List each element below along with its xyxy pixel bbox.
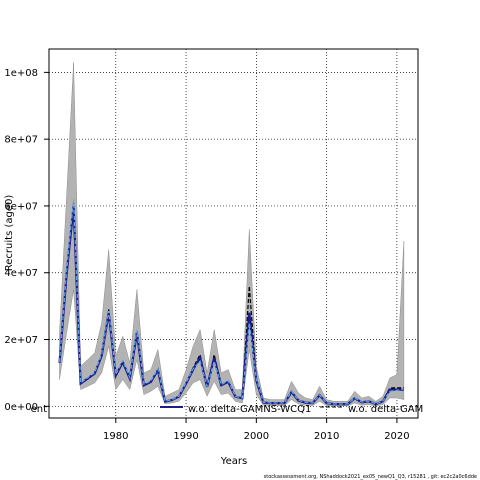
y-tick-label-1: 2e+07 [4,335,38,346]
legend-label-1: w.o. delta-GAMNS-WCQ1 [188,404,311,415]
confidence-band [59,62,405,407]
x-tick-label-2010: 2010 [314,431,339,442]
y-tick-label-2: 4e+07 [4,268,38,279]
y-axis-title: Recruits (age0) [4,195,15,272]
x-tick-label-1980: 1980 [103,431,128,442]
x-tick-label-1990: 1990 [173,431,198,442]
x-tick-label-2020: 2020 [384,431,409,442]
legend-fragment: ent [31,404,47,415]
y-tick-label-5: 1e+08 [4,68,38,79]
y-tick-label-3: 6e+07 [4,201,38,212]
y-tick-label-4: 8e+07 [4,135,38,146]
series-lines [58,199,405,406]
series-line-3 [58,199,405,405]
plot-frame [48,48,419,419]
legend-label-2: w.o. delta-GAM [348,404,423,415]
x-axis-title: Years [220,456,247,467]
y-tick-label-0: 0e+00 [4,402,38,413]
x-tick-label-2000: 2000 [244,431,269,442]
confidence-band-area [59,62,405,407]
axes: 1980 1990 2000 2010 2020 0e+00 2e+07 4e+07 6e+07… [4,68,409,442]
footer-note: stockassessment.org, NShaddock2021_ex05_… [264,474,477,480]
